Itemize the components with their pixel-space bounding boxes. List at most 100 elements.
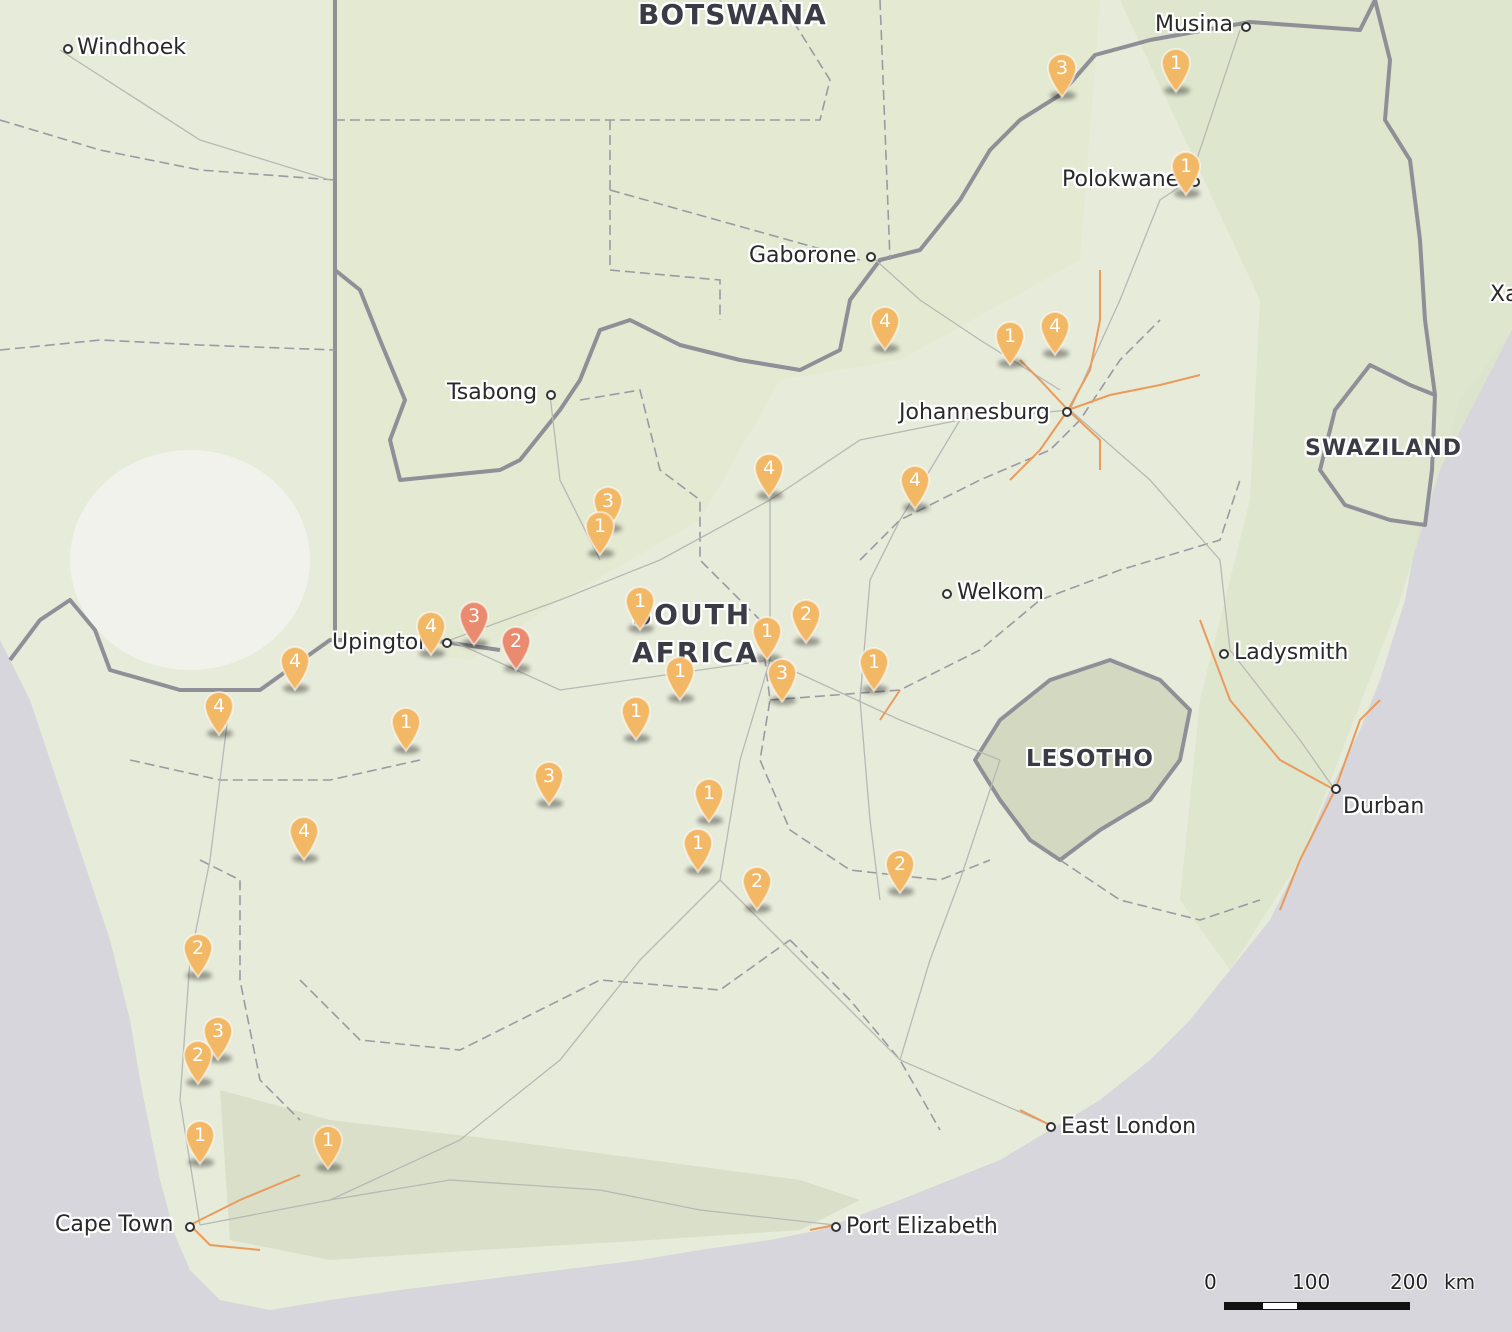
marker-count: 3 xyxy=(601,490,615,512)
marker-count: 3 xyxy=(467,605,481,627)
map-pin-icon xyxy=(500,626,532,672)
marker-count: 1 xyxy=(673,660,687,682)
marker-count: 2 xyxy=(191,1044,205,1066)
marker-count: 3 xyxy=(1055,57,1069,79)
cluster-marker[interactable]: 1 xyxy=(623,584,657,633)
marker-count: 4 xyxy=(288,650,302,672)
cluster-marker[interactable]: 1 xyxy=(663,654,697,703)
country-label-south-africa-line2: AFRICA xyxy=(632,636,759,669)
map-pin-icon xyxy=(312,1125,344,1171)
cluster-marker[interactable]: 4 xyxy=(752,451,786,500)
cluster-marker[interactable]: 4 xyxy=(898,463,932,512)
marker-count: 1 xyxy=(867,651,881,673)
marker-count: 1 xyxy=(193,1124,207,1146)
city-label-upington: Upington xyxy=(332,630,433,655)
cluster-marker[interactable]: 2 xyxy=(789,597,823,646)
cluster-marker[interactable]: 2 xyxy=(740,864,774,913)
cluster-marker[interactable]: 4 xyxy=(868,304,902,353)
map-pin-icon xyxy=(682,828,714,874)
city-dot-windhoek xyxy=(63,44,73,54)
city-label-east-london: East London xyxy=(1061,1114,1197,1139)
city-dot-port-elizabeth xyxy=(831,1222,841,1232)
marker-count: 4 xyxy=(908,469,922,491)
marker-count: 1 xyxy=(633,590,647,612)
city-label-polokwane: Polokwane xyxy=(1062,167,1180,192)
cluster-marker[interactable]: 1 xyxy=(1159,46,1193,95)
marker-count: 1 xyxy=(321,1129,335,1151)
scale-bar: 0 100 200 km xyxy=(1196,1268,1496,1318)
map-pin-icon xyxy=(279,646,311,692)
cluster-marker[interactable]: 1 xyxy=(857,645,891,694)
cluster-marker[interactable]: 4 xyxy=(287,814,321,863)
cluster-marker[interactable]: 2 xyxy=(883,847,917,896)
city-dot-cape-town xyxy=(185,1222,195,1232)
city-label-xa: Xa xyxy=(1490,282,1512,307)
marker-count: 1 xyxy=(399,711,413,733)
cluster-marker[interactable]: 3 xyxy=(532,759,566,808)
marker-count: 4 xyxy=(297,820,311,842)
country-label-botswana: BOTSWANA xyxy=(638,0,827,31)
cluster-marker[interactable]: 4 xyxy=(278,644,312,693)
map-pin-icon xyxy=(533,761,565,807)
city-dot-upington xyxy=(442,638,452,648)
city-dot-ladysmith xyxy=(1219,649,1229,659)
map-pin-icon xyxy=(620,696,652,742)
cluster-marker[interactable]: 4 xyxy=(1038,309,1072,358)
cluster-marker[interactable]: 1 xyxy=(311,1123,345,1172)
cluster-marker[interactable]: 1 xyxy=(750,614,784,663)
city-label-windhoek: Windhoek xyxy=(77,35,186,60)
map-pin-icon xyxy=(415,611,447,657)
cluster-marker[interactable]: 2 xyxy=(499,624,533,673)
cluster-marker[interactable]: 2 xyxy=(181,931,215,980)
map-pin-icon xyxy=(766,658,798,704)
city-dot-musina xyxy=(1241,22,1251,32)
map-pin-icon xyxy=(184,1120,216,1166)
marker-count: 1 xyxy=(1179,155,1193,177)
map-pin-icon xyxy=(790,599,822,645)
scale-segment-1 xyxy=(1224,1302,1262,1310)
map-pin-icon xyxy=(182,1040,214,1086)
map-pin-icon xyxy=(753,453,785,499)
cluster-marker[interactable]: 1 xyxy=(183,1118,217,1167)
marker-count: 1 xyxy=(760,620,774,642)
cluster-marker[interactable]: 3 xyxy=(765,656,799,705)
marker-count: 3 xyxy=(211,1020,225,1042)
cluster-marker[interactable]: 4 xyxy=(202,689,236,738)
marker-count: 1 xyxy=(691,832,705,854)
cluster-marker[interactable]: 3 xyxy=(457,599,491,648)
city-label-cape-town: Cape Town xyxy=(55,1212,174,1237)
scale-segment-2 xyxy=(1262,1302,1298,1310)
map-pin-icon xyxy=(741,866,773,912)
map-pin-icon xyxy=(899,465,931,511)
city-dot-welkom xyxy=(942,589,952,599)
map-pin-icon xyxy=(1039,311,1071,357)
map-pin-icon xyxy=(1160,48,1192,94)
cluster-marker[interactable]: 3 xyxy=(1045,51,1079,100)
cluster-marker[interactable]: 1 xyxy=(1169,149,1203,198)
city-label-johannesburg: Johannesburg xyxy=(899,400,1050,425)
map-pin-icon xyxy=(994,321,1026,367)
scale-unit: km xyxy=(1444,1270,1476,1294)
marker-count: 2 xyxy=(893,853,907,875)
cluster-marker[interactable]: 1 xyxy=(692,776,726,825)
scale-label-200: 200 xyxy=(1390,1270,1429,1294)
cluster-marker[interactable]: 1 xyxy=(619,694,653,743)
cluster-marker[interactable]: 1 xyxy=(389,705,423,754)
cluster-marker[interactable]: 1 xyxy=(993,319,1027,368)
scale-segment-3 xyxy=(1298,1302,1410,1310)
cluster-marker[interactable]: 1 xyxy=(681,826,715,875)
marker-count: 2 xyxy=(191,937,205,959)
city-label-tsabong: Tsabong xyxy=(447,380,538,405)
marker-count: 1 xyxy=(1003,325,1017,347)
country-label-swaziland: SWAZILAND xyxy=(1305,436,1463,461)
cluster-marker[interactable]: 1 xyxy=(583,509,617,558)
map-pin-icon xyxy=(624,586,656,632)
scale-label-0: 0 xyxy=(1204,1270,1217,1294)
map-pin-icon xyxy=(390,707,422,753)
cluster-marker[interactable]: 4 xyxy=(414,609,448,658)
cluster-marker[interactable]: 2 xyxy=(181,1038,215,1087)
map-pin-icon xyxy=(1170,151,1202,197)
marker-count: 4 xyxy=(762,457,776,479)
